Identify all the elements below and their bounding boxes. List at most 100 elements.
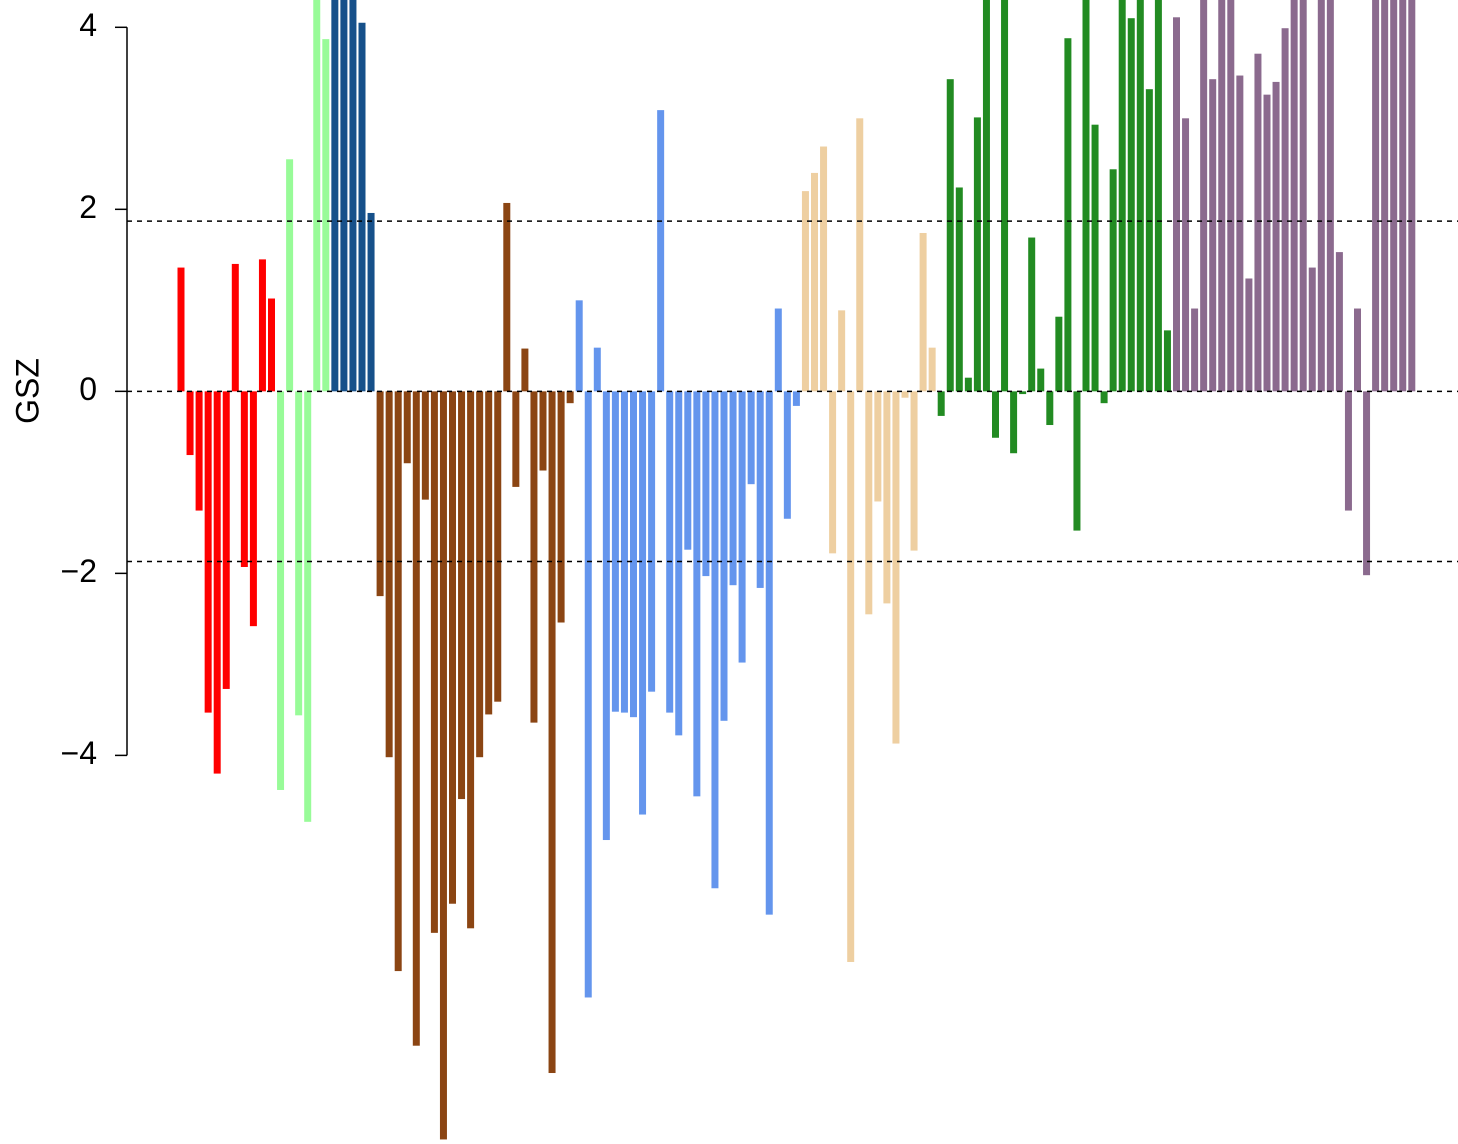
bar [1308,267,1316,392]
bar [1109,169,1117,392]
bar [1073,391,1081,531]
bar [258,259,266,392]
bar [548,391,556,1074]
bar [1317,0,1325,392]
bar [620,391,628,713]
bar [1200,0,1208,392]
bar [711,391,719,889]
bar [648,391,656,692]
bar [1218,0,1226,392]
bar [666,391,674,713]
bar [1163,330,1171,392]
bar [756,391,764,588]
bar [1227,0,1235,392]
bar [611,391,619,712]
bar [1100,391,1108,404]
bar [1408,0,1416,392]
bar [1263,94,1271,392]
bar [485,391,493,715]
bar [566,391,574,404]
bar [792,391,800,406]
bar [1091,124,1099,392]
bar [928,347,936,392]
bar [1399,0,1407,392]
bar [503,202,511,392]
bar [992,391,999,438]
bar [1326,0,1334,392]
bar [901,391,909,398]
bar [982,0,990,392]
bar [1182,118,1190,392]
bar [1064,38,1072,392]
bar [240,391,248,567]
bar [847,391,855,962]
bar [1173,17,1180,392]
bar [630,391,637,718]
y-tick-label: 4 [79,7,97,43]
bar [919,232,927,392]
bar [1272,81,1280,392]
bar [1363,391,1371,576]
bar [964,377,972,392]
bar [801,191,809,392]
bar [439,391,447,1140]
y-tick-label: 0 [79,371,97,407]
bar [865,391,873,615]
bar [277,391,285,790]
bar [340,0,348,392]
bar [729,391,737,586]
bar [1236,75,1244,392]
bar [521,348,529,392]
y-tick-label: −4 [61,735,97,771]
bar [1290,0,1298,392]
bar [593,347,601,392]
bar [322,39,330,392]
bar [838,310,846,392]
bar [412,391,420,1046]
bar [738,391,746,663]
bar [476,391,484,758]
bar [1354,308,1361,392]
bar [820,146,828,392]
bar [394,391,402,972]
bar [349,0,357,392]
bar [1010,391,1018,454]
bar [811,172,818,392]
bar [1055,316,1063,392]
bar [1145,89,1153,392]
y-tick-label: 2 [79,189,97,225]
bar [1191,308,1199,392]
bar [883,391,891,604]
bar [783,391,791,519]
bar [1245,278,1253,392]
bar [955,187,963,392]
bar [973,117,981,392]
bar [1019,391,1027,395]
bar [1390,0,1398,392]
bar [702,391,710,577]
bar [367,212,375,392]
bars [177,0,1416,1140]
bar [910,391,918,551]
bar [1154,0,1162,392]
bar [358,22,366,392]
bar [331,0,339,392]
bar [1335,252,1343,392]
bar [602,391,610,841]
bar [1046,391,1054,426]
bar [946,79,954,392]
bar [403,391,411,464]
bar [430,391,438,933]
bar [1281,28,1289,392]
bar [1028,237,1036,392]
bar [467,391,475,929]
bar [575,300,583,392]
bar [222,391,230,689]
bar [829,391,837,554]
bar [385,391,393,758]
bar [186,391,194,456]
bar [1254,53,1262,392]
bar [557,391,565,623]
bar [1344,391,1352,511]
